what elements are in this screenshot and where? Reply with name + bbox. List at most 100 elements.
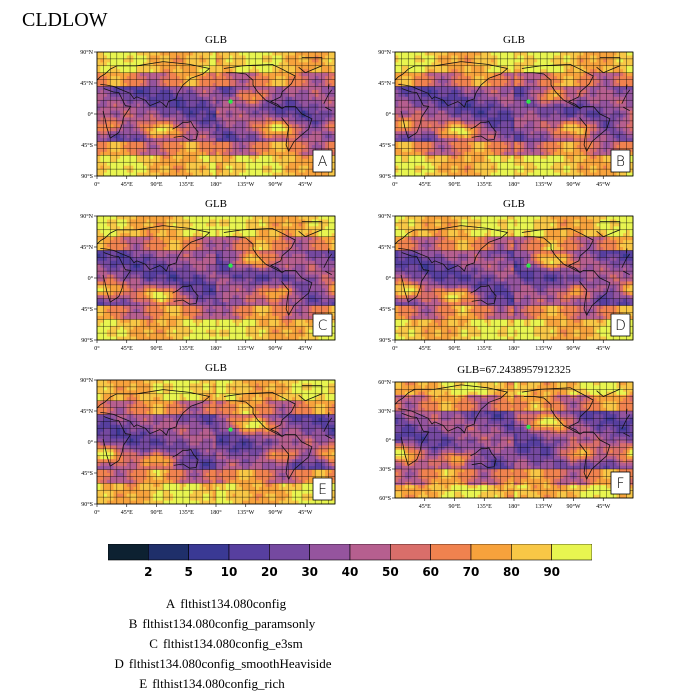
heat-cell [285, 76, 290, 80]
heat-cell [527, 127, 531, 132]
coastline [172, 121, 199, 141]
heat-cell [262, 120, 266, 125]
heat-cell [401, 107, 406, 111]
heat-cell [563, 151, 568, 156]
heat-cell [556, 158, 561, 163]
heat-cell [527, 79, 531, 84]
heat-cell [199, 134, 204, 139]
heat-cell [275, 151, 280, 156]
heat-cell [428, 151, 432, 156]
heat-cell [398, 79, 403, 84]
heat-cell [120, 58, 124, 63]
heat-cell [547, 107, 551, 111]
heat-cell [408, 58, 412, 63]
heat-cell [477, 100, 482, 105]
heat-cell [454, 158, 459, 163]
heat-cell [216, 55, 220, 60]
heat-cell [523, 107, 528, 111]
heat-cell [229, 52, 233, 56]
heat-cell [202, 62, 207, 67]
heat-cell [292, 93, 296, 98]
heat-cell [517, 86, 522, 91]
heat-cell [530, 89, 535, 94]
heat-cell [447, 138, 452, 142]
heat-cell [285, 138, 290, 142]
heat-cell [199, 79, 204, 84]
heat-cell [113, 89, 118, 94]
heat-cell [331, 110, 336, 115]
heat-cell [176, 58, 181, 63]
heat-cell [325, 103, 329, 108]
heat-cell [398, 55, 403, 60]
heat-cell [265, 65, 270, 70]
heat-cell [262, 138, 266, 142]
heat-cell [464, 93, 469, 98]
heat-cell [421, 120, 426, 125]
heat-cell [106, 114, 111, 118]
heat-cell [182, 120, 187, 125]
heat-cell [461, 55, 465, 60]
heat-cell [504, 120, 508, 125]
heat-cell [580, 155, 584, 160]
heat-cell [278, 117, 283, 122]
heat-cell [139, 62, 144, 67]
heat-cell [268, 55, 273, 60]
heat-cell [537, 124, 541, 129]
heat-cell [130, 86, 134, 91]
heat-cell [576, 148, 581, 153]
heat-cell [126, 93, 131, 98]
heat-cell [421, 110, 426, 115]
heat-cell [149, 83, 154, 87]
heat-cell [454, 148, 459, 153]
heat-cell [278, 69, 283, 74]
heat-cell [447, 58, 452, 63]
heat-cell [514, 162, 518, 167]
heat-cell [550, 124, 555, 129]
heat-cell [527, 131, 531, 136]
heat-cell [408, 162, 412, 167]
heat-cell [510, 165, 515, 170]
heat-cell [308, 148, 313, 153]
heat-cell [202, 93, 207, 98]
heat-cell [262, 145, 266, 149]
heat-cell [123, 96, 128, 101]
heat-cell [556, 100, 561, 105]
heat-cell [454, 76, 459, 80]
heat-cell [464, 148, 469, 153]
heat-cell [239, 110, 243, 115]
heat-cell [480, 148, 485, 153]
heat-cell [590, 141, 594, 146]
heat-cell [308, 65, 313, 70]
heat-cell [169, 110, 174, 115]
heat-cell [586, 52, 591, 56]
heat-cell [520, 96, 525, 101]
heat-cell [328, 124, 333, 129]
heat-cell [540, 131, 545, 136]
heat-cell [245, 114, 250, 118]
heat-cell [196, 127, 200, 132]
heat-cell [421, 158, 426, 163]
heat-cell [199, 124, 204, 129]
heat-cell [192, 131, 197, 136]
heat-cell [258, 165, 263, 170]
heat-cell [593, 86, 598, 91]
heat-cell [245, 172, 250, 177]
heat-cell [288, 162, 293, 167]
heat-cell [431, 69, 436, 74]
heat-cell [434, 141, 439, 146]
heat-cell [487, 145, 492, 149]
heat-cell [599, 93, 604, 98]
heat-cell [520, 172, 525, 177]
heat-cell [166, 83, 171, 87]
heat-cell [106, 89, 111, 94]
heat-cell [576, 117, 581, 122]
heat-cell [553, 172, 558, 177]
heat-cell [123, 100, 128, 105]
heat-cell [103, 93, 108, 98]
heat-cell [434, 76, 439, 80]
heat-cell [321, 114, 326, 118]
heat-cell [295, 155, 300, 160]
heat-cell [441, 169, 445, 173]
heat-cell [275, 86, 280, 91]
heat-cell [285, 169, 290, 173]
